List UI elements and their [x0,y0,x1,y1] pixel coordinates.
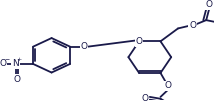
Text: O: O [13,75,21,84]
Text: O: O [136,37,143,46]
Text: O: O [189,21,196,30]
Text: O: O [80,42,87,51]
Text: N: N [12,59,19,68]
Text: −: − [4,56,9,61]
Text: O: O [165,81,172,90]
Text: O: O [206,0,213,9]
Text: +: + [16,57,22,62]
Text: O: O [0,59,6,68]
Text: O: O [141,94,149,103]
